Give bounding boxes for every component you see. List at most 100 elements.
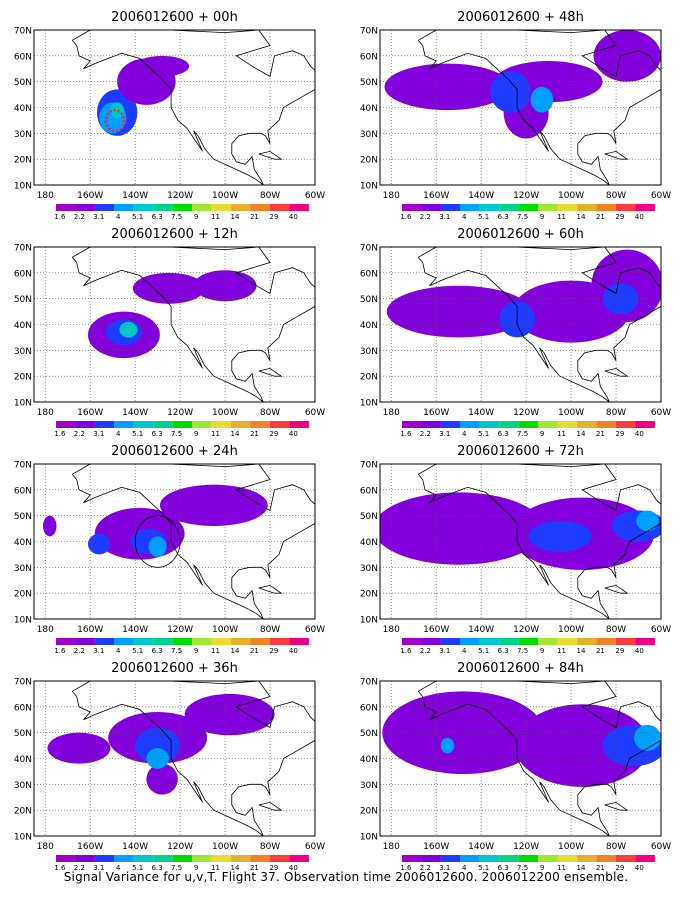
coastlines	[71, 30, 315, 185]
map-panel-2: 2006012600 + 12h 10N 20N 30N 40N 50N 60N 70N 180…	[14, 227, 325, 438]
colorbar-label: 21	[250, 647, 259, 655]
y-tick-label: 30N	[360, 130, 378, 140]
panel-frame	[33, 29, 316, 186]
colorbar-swatch	[538, 421, 558, 428]
colorbar-swatch	[421, 638, 441, 645]
variance-shading	[42, 484, 268, 560]
colorbar-label: 4	[116, 213, 121, 221]
y-tick-label: 70N	[14, 461, 32, 471]
colorbar-swatch	[615, 204, 636, 211]
colorbar-label: 5.1	[132, 213, 143, 221]
x-tick-label: 120W	[167, 625, 193, 635]
coastline-caribbean	[258, 801, 283, 811]
coastlines	[417, 30, 661, 185]
colorbar-label: 1.6	[400, 430, 412, 438]
y-tick-label: 60N	[14, 269, 32, 279]
coastline-caribbean	[604, 801, 629, 811]
colorbar-swatch	[153, 204, 173, 211]
colorbar-swatch	[499, 855, 519, 862]
coastline-caribbean	[258, 150, 283, 160]
x-tick-label: 80W	[606, 408, 626, 418]
colorbar-label: 21	[596, 213, 605, 221]
y-tick-label: 20N	[14, 156, 32, 166]
colorbar-label: 21	[250, 213, 259, 221]
colorbar-swatch	[402, 421, 422, 428]
y-tick-label: 40N	[360, 104, 378, 114]
colorbar-label: 29	[615, 213, 624, 221]
colorbar-label: 1.6	[54, 430, 66, 438]
colorbar-swatch	[460, 855, 480, 862]
variance-region	[634, 724, 661, 751]
variance-region	[636, 510, 659, 532]
x-tick-label: 120W	[167, 842, 193, 852]
colorbar-label: 40	[635, 864, 644, 872]
x-tick-label: 60W	[651, 625, 671, 635]
x-tick-label: 160W	[77, 408, 103, 418]
colorbar-label: 5.1	[132, 647, 143, 655]
x-tick-label: 60W	[305, 191, 325, 201]
y-tick-label: 30N	[14, 130, 32, 140]
map-panel-0: 2006012600 + 00h 10N 20N 30N 40N 50N 60N 70N 180…	[14, 10, 325, 221]
colorbar-swatch	[402, 638, 422, 645]
y-tick-label: 50N	[360, 729, 378, 739]
colorbar-swatch	[402, 204, 422, 211]
colorbar-label: 4	[116, 864, 121, 872]
colorbar-swatch	[577, 638, 597, 645]
colorbar-label: 3.1	[93, 213, 104, 221]
y-tick-label: 40N	[360, 538, 378, 548]
x-tick-label: 180	[37, 842, 54, 852]
colorbar-swatch	[153, 638, 173, 645]
panel-title: 2006012600 + 36h	[111, 661, 238, 676]
coastline-north-america	[71, 30, 315, 185]
y-tick-label: 10N	[14, 616, 32, 626]
colorbar-swatch	[250, 204, 270, 211]
panel-frame	[379, 29, 662, 186]
y-tick-label: 10N	[360, 182, 378, 192]
variance-shading	[47, 693, 275, 795]
variance-region	[119, 321, 138, 338]
colorbar-swatch	[479, 638, 500, 645]
variance-region	[146, 763, 178, 795]
y-tick-label: 30N	[360, 564, 378, 574]
variance-region	[159, 484, 268, 526]
x-tick-label: 80W	[260, 625, 280, 635]
colorbar-label: 9	[540, 430, 544, 438]
colorbar-swatch	[289, 855, 309, 862]
coastline-caribbean	[604, 367, 629, 377]
x-tick-label: 160W	[423, 625, 449, 635]
y-tick-label: 10N	[14, 833, 32, 843]
colorbar-label: 40	[635, 430, 644, 438]
colorbar-label: 4	[462, 213, 467, 221]
colorbar-swatch	[518, 421, 539, 428]
colorbar-swatch	[94, 638, 115, 645]
y-tick-label: 30N	[14, 347, 32, 357]
colorbar-label: 6.3	[498, 430, 509, 438]
colorbar-label: 11	[211, 430, 220, 438]
colorbar-label: 2.2	[420, 864, 431, 872]
colorbar-swatch	[518, 855, 539, 862]
colorbar-swatch	[577, 421, 597, 428]
x-tick-label: 100W	[558, 408, 584, 418]
colorbar-swatch	[635, 204, 655, 211]
y-tick-label: 30N	[14, 781, 32, 791]
colorbar-swatch	[596, 638, 616, 645]
x-tick-label: 140W	[468, 191, 494, 201]
y-tick-label: 60N	[360, 269, 378, 279]
y-tick-label: 60N	[14, 703, 32, 713]
colorbar-swatch	[460, 204, 480, 211]
coastline-north-america	[71, 464, 315, 619]
colorbar-label: 11	[557, 864, 566, 872]
x-tick-label: 140W	[468, 625, 494, 635]
colorbar-label: 21	[596, 864, 605, 872]
map-panel-4: 2006012600 + 24h 10N 20N 30N 40N 50N 60N 70N 180…	[14, 444, 325, 655]
y-tick-label: 60N	[14, 52, 32, 62]
colorbar-label: 1.6	[400, 213, 412, 221]
colorbar-label: 14	[577, 647, 586, 655]
colorbar-label: 4	[116, 647, 121, 655]
colorbar-label: 3.1	[439, 213, 450, 221]
colorbar-label: 3.1	[93, 647, 104, 655]
variance-region	[135, 727, 181, 764]
colorbar-swatch	[421, 204, 441, 211]
map-panel-7: 2006012600 + 84h 10N 20N 30N 40N 50N 60N 70N 180…	[360, 661, 671, 872]
colorbar-label: 1.6	[54, 647, 66, 655]
